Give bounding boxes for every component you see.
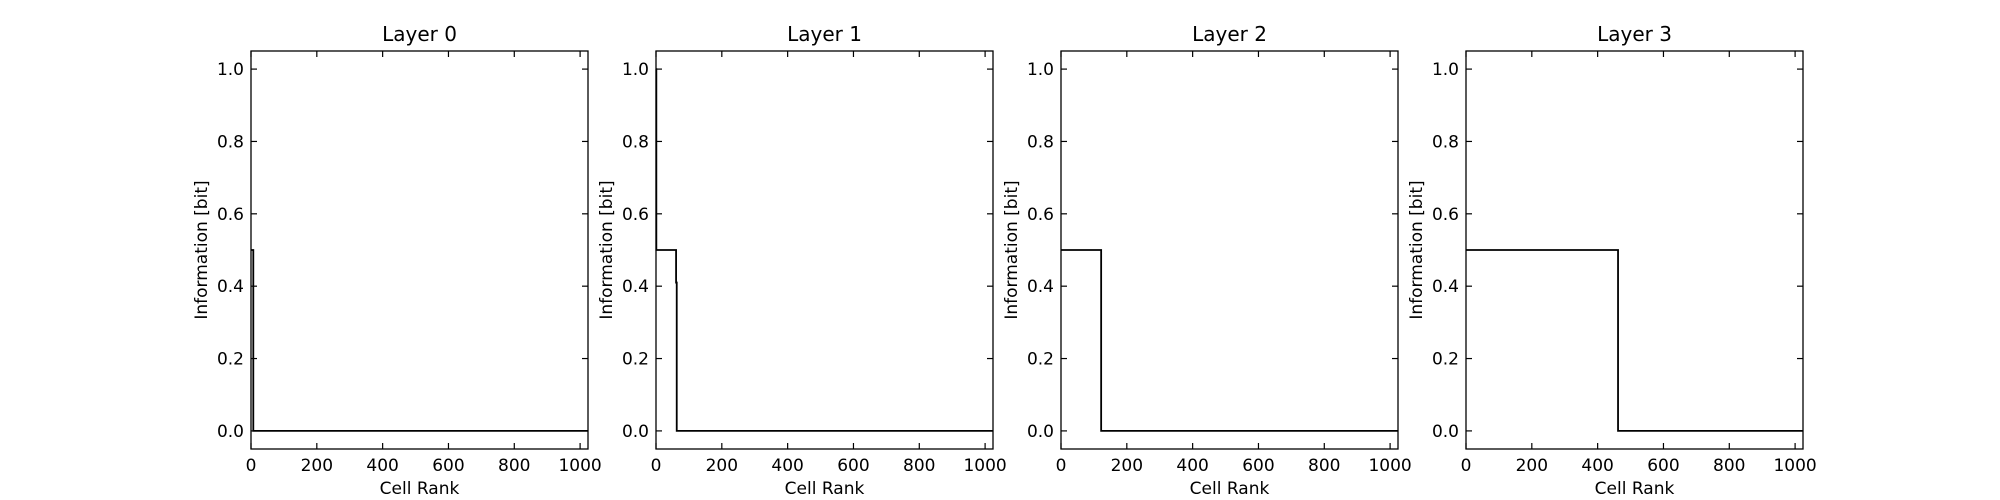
x-axis-label: Cell Rank <box>1190 479 1270 499</box>
x-tick-label: 800 <box>1308 456 1340 476</box>
y-axis-label: Information [bit] <box>1407 180 1427 319</box>
subplot-layer-1: Layer 1 0 200 400 600 800 1000 0.0 0.2 0.4 0.6 0.8 1… <box>597 22 1007 499</box>
x-tick-label: 200 <box>1111 456 1143 476</box>
y-tick-label: 1.0 <box>1027 60 1054 80</box>
axes-frame <box>1465 50 1804 450</box>
x-axis-label: Cell Rank <box>380 479 460 499</box>
x-tick-label: 0 <box>246 456 257 476</box>
x-tick-label: 0 <box>651 456 662 476</box>
axes-frame <box>250 50 589 450</box>
x-axis-label: Cell Rank <box>785 479 865 499</box>
subplot-title: Layer 2 <box>1192 22 1267 46</box>
y-tick-label: 0.8 <box>217 132 244 152</box>
x-tick-label: 0 <box>1461 456 1472 476</box>
x-tick-label: 600 <box>1647 456 1679 476</box>
subplot-layer-2: Layer 2 0 200 400 600 800 1000 0.0 0.2 0.4 0.6 0.8 1… <box>1002 22 1412 499</box>
series-line-0 <box>1061 249 1398 432</box>
y-tick-label: 0.4 <box>622 277 649 297</box>
x-tick-label: 800 <box>498 456 530 476</box>
series-line-0 <box>1466 249 1803 432</box>
x-tick-label: 1000 <box>1368 456 1411 476</box>
y-tick-label: 0.8 <box>1027 132 1054 152</box>
y-tick-label: 0.8 <box>622 132 649 152</box>
subplot-layer-0: Layer 0 0 200 400 600 800 1000 0.0 0.2 0.4 0.6 0.8 1… <box>192 22 602 499</box>
y-tick-label: 0.0 <box>217 422 244 442</box>
y-tick-label: 0.2 <box>217 350 244 370</box>
x-tick-label: 600 <box>837 456 869 476</box>
x-tick-label: 200 <box>1516 456 1548 476</box>
x-tick-label: 200 <box>301 456 333 476</box>
x-tick-label: 400 <box>1176 456 1208 476</box>
y-tick-label: 0.6 <box>622 205 649 225</box>
x-tick-label: 1000 <box>1773 456 1816 476</box>
y-axis-label: Information [bit] <box>192 180 212 319</box>
subplot-title: Layer 0 <box>382 22 457 46</box>
y-tick-label: 0.2 <box>1027 350 1054 370</box>
subplot-title: Layer 1 <box>787 22 862 46</box>
x-tick-label: 800 <box>903 456 935 476</box>
y-axis-label: Information [bit] <box>1002 180 1022 319</box>
x-tick-label: 400 <box>1581 456 1613 476</box>
y-tick-label: 0.0 <box>1432 422 1459 442</box>
y-axis-label: Information [bit] <box>597 180 617 319</box>
axes-frame <box>655 50 994 450</box>
x-tick-label: 600 <box>1242 456 1274 476</box>
y-tick-label: 0.6 <box>1027 205 1054 225</box>
y-tick-label: 1.0 <box>622 60 649 80</box>
x-tick-label: 1000 <box>963 456 1006 476</box>
y-tick-label: 0.4 <box>1027 277 1054 297</box>
y-tick-label: 1.0 <box>217 60 244 80</box>
x-tick-label: 0 <box>1056 456 1067 476</box>
x-tick-label: 400 <box>771 456 803 476</box>
x-tick-label: 400 <box>366 456 398 476</box>
y-tick-label: 0.2 <box>622 350 649 370</box>
y-tick-label: 0.4 <box>1432 277 1459 297</box>
x-axis-label: Cell Rank <box>1595 479 1675 499</box>
y-tick-label: 0.6 <box>1432 205 1459 225</box>
y-tick-label: 0.0 <box>622 422 649 442</box>
x-tick-label: 1000 <box>558 456 601 476</box>
x-tick-label: 200 <box>706 456 738 476</box>
y-tick-label: 0.2 <box>1432 350 1459 370</box>
y-tick-label: 0.6 <box>217 205 244 225</box>
y-tick-label: 1.0 <box>1432 60 1459 80</box>
y-tick-label: 0.8 <box>1432 132 1459 152</box>
x-tick-label: 800 <box>1713 456 1745 476</box>
y-tick-label: 0.4 <box>217 277 244 297</box>
axes-frame <box>1060 50 1399 450</box>
x-tick-label: 600 <box>432 456 464 476</box>
subplot-layer-3: Layer 3 0 200 400 600 800 1000 0.0 0.2 0.4 0.6 0.8 1… <box>1407 22 1817 499</box>
subplot-title: Layer 3 <box>1597 22 1672 46</box>
y-tick-label: 0.0 <box>1027 422 1054 442</box>
